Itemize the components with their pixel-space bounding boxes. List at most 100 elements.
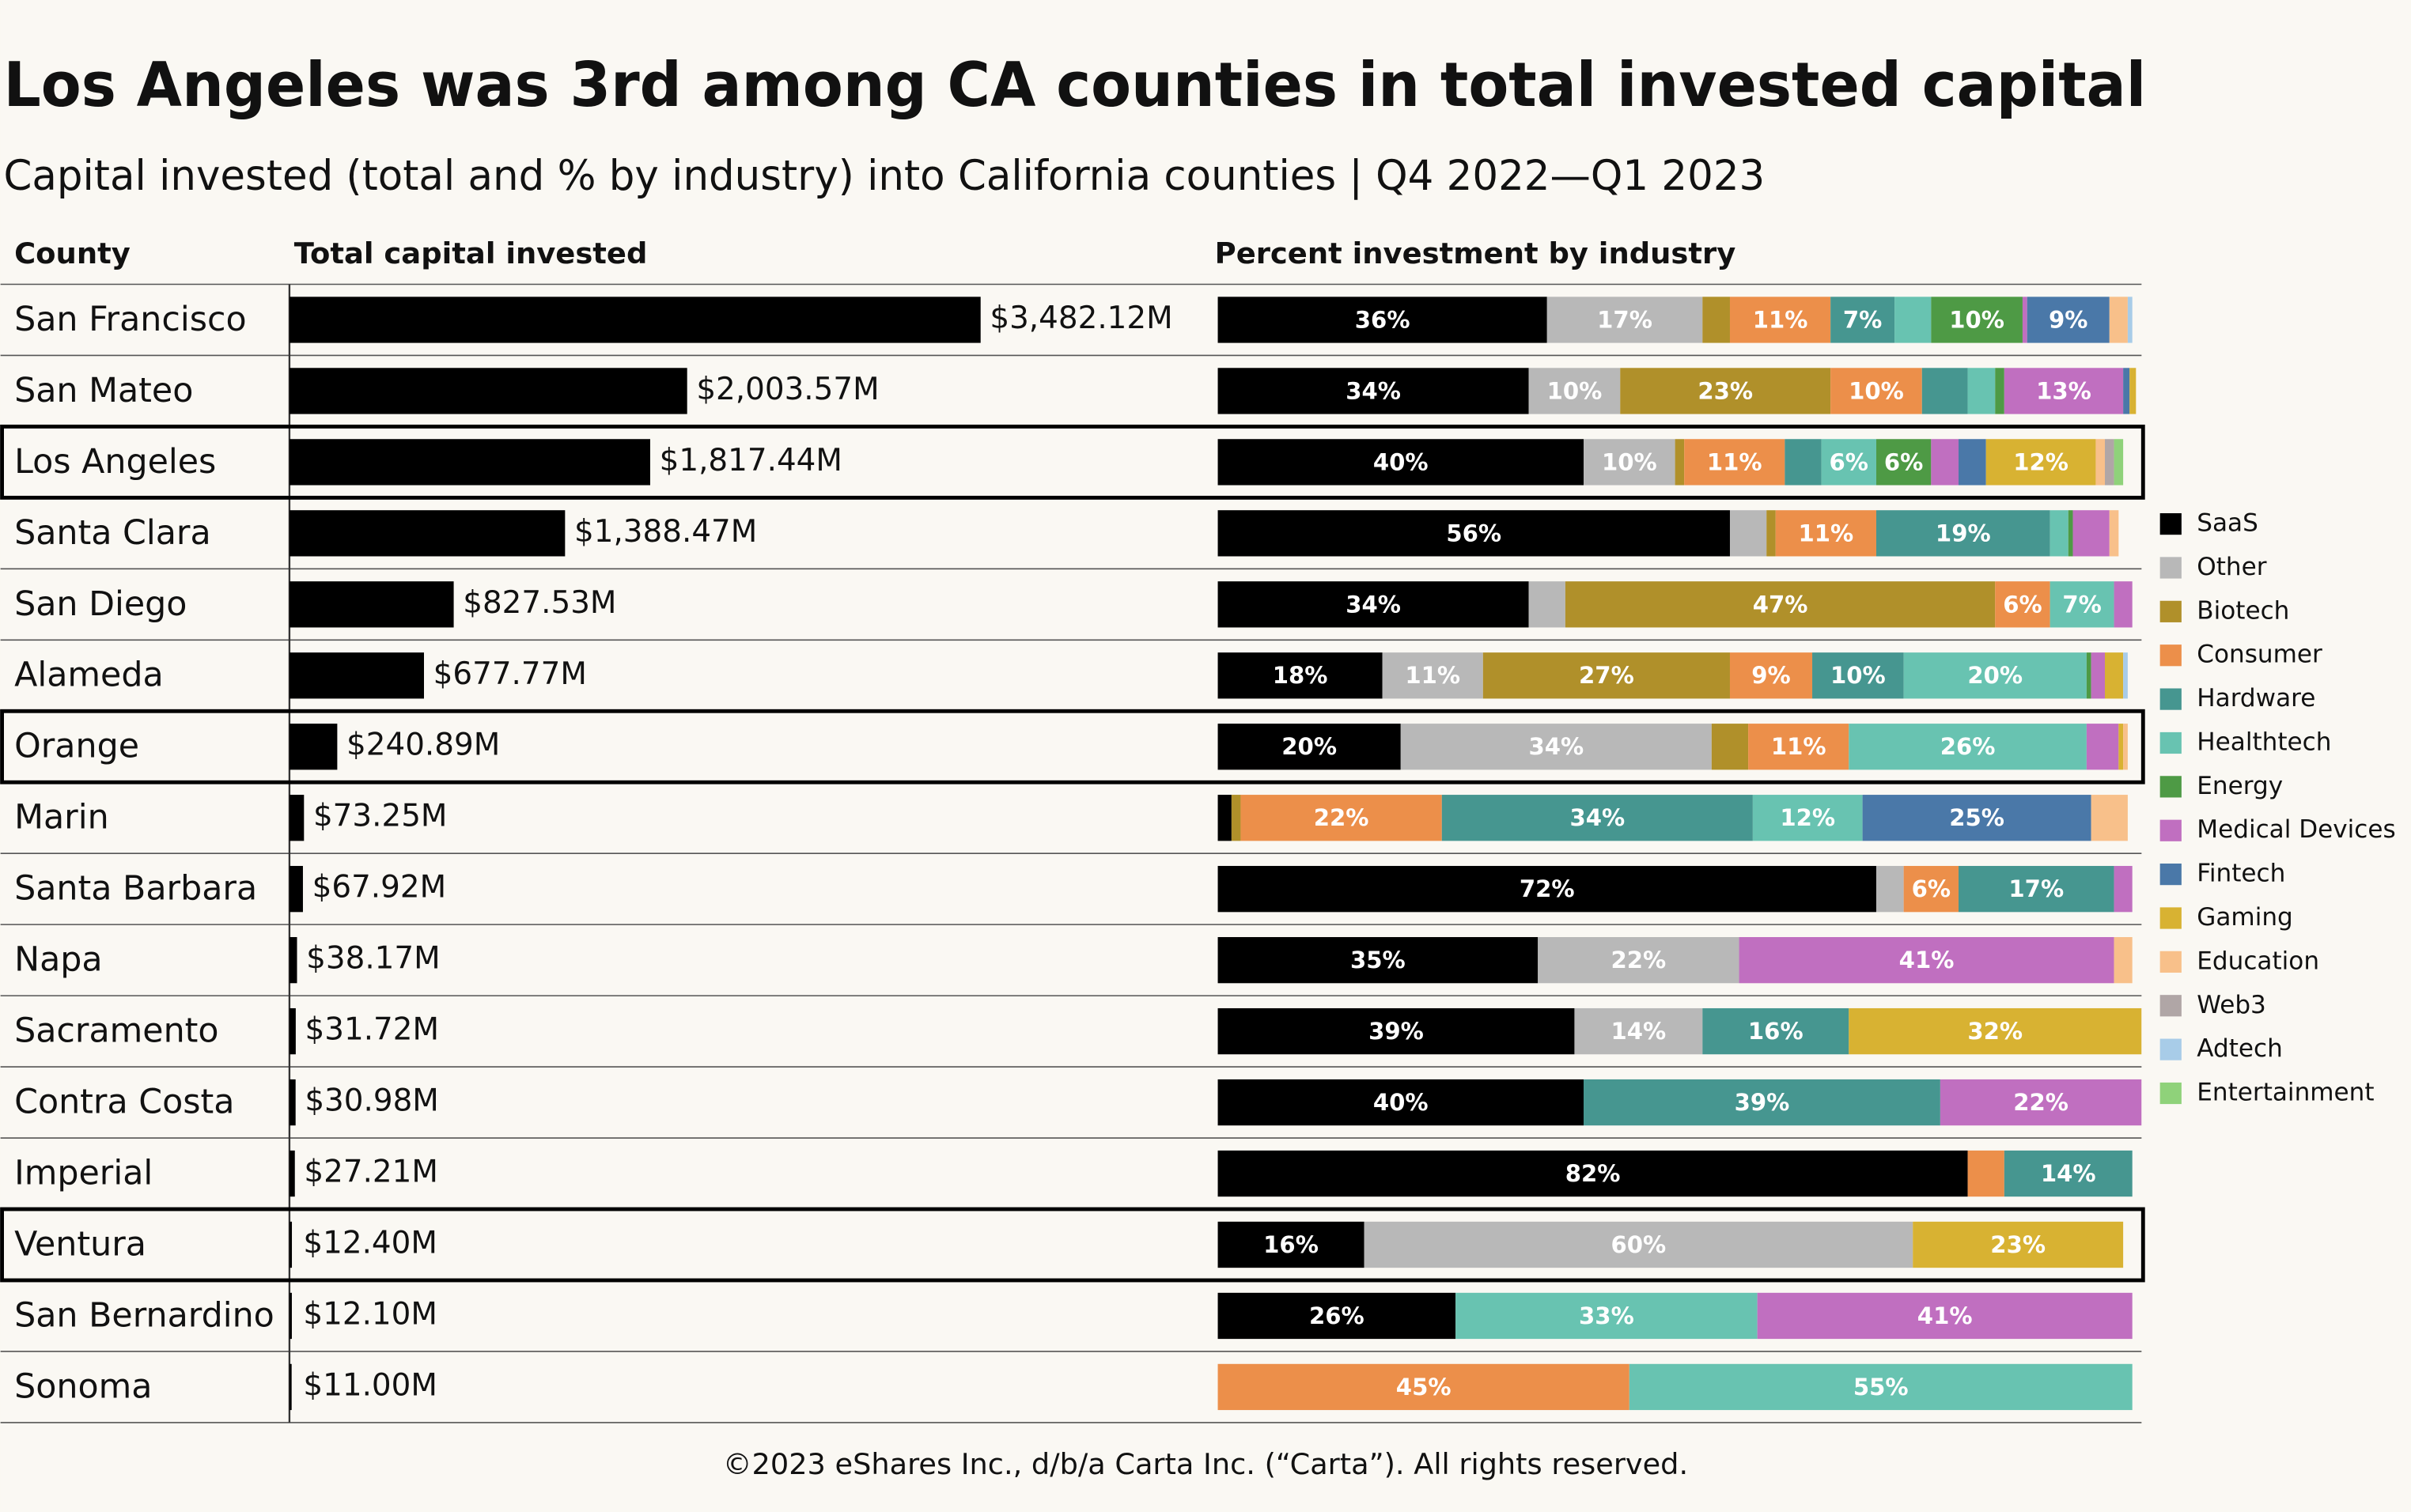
segment — [1729, 510, 1767, 557]
highlight-box — [0, 424, 2145, 500]
value-label: $38.17M — [306, 941, 441, 977]
segment — [1830, 297, 1895, 343]
segment-label: 10% — [1602, 448, 1657, 475]
segment-label: 36% — [1355, 306, 1410, 333]
value-label: $30.98M — [305, 1083, 439, 1119]
segment — [2114, 439, 2124, 486]
segment — [1217, 581, 1529, 628]
segment — [1217, 510, 1730, 557]
legend-label: Entertainment — [2197, 1079, 2374, 1107]
value-label: $73.25M — [313, 799, 448, 834]
segment — [1217, 1007, 1575, 1055]
segment-label: 40% — [1373, 448, 1429, 475]
legend-label: Adtech — [2197, 1034, 2283, 1063]
bar — [289, 795, 305, 841]
value-label: $31.72M — [305, 1012, 440, 1048]
county-label: Orange — [14, 727, 139, 766]
legend-label: Education — [2197, 947, 2319, 975]
segment-label: 34% — [1346, 591, 1401, 618]
legend-swatch — [2159, 995, 2182, 1017]
segment — [2027, 297, 2110, 343]
segment-label: 25% — [1949, 804, 2004, 831]
legend-swatch — [2159, 819, 2182, 841]
segment-label: 20% — [1967, 662, 2023, 689]
segment — [1921, 368, 1968, 414]
county-label: Marin — [14, 798, 109, 837]
county-label: Imperial — [14, 1153, 153, 1193]
segment-label: 10% — [1830, 662, 1886, 689]
segment — [2091, 652, 2105, 699]
segment-label: 56% — [1446, 520, 1501, 546]
segment — [1675, 439, 1685, 486]
highlight-box — [0, 1207, 2145, 1283]
segment-label: 34% — [1569, 804, 1625, 831]
segment — [1217, 368, 1529, 414]
segment — [2109, 510, 2119, 557]
footer: ©2023 eShares Inc., d/b/a Carta Inc. (“C… — [723, 1447, 1688, 1481]
segment-label: 27% — [1579, 662, 1634, 689]
county-label: San Bernardino — [14, 1295, 274, 1335]
segment-label: 10% — [1849, 377, 1904, 404]
bar — [289, 368, 687, 414]
segment — [1574, 1007, 1703, 1055]
legend-swatch — [2159, 907, 2182, 929]
segment — [1538, 936, 1739, 984]
column-header: Percent investment by industry — [1215, 236, 1736, 270]
segment — [2050, 510, 2068, 557]
segment — [2104, 439, 2114, 486]
column-header: Total capital invested — [294, 236, 648, 270]
segment — [1875, 866, 1904, 913]
segment — [1752, 795, 1863, 841]
segment-label: 34% — [1528, 733, 1584, 760]
segment — [2095, 439, 2105, 486]
segment — [2114, 866, 2133, 913]
value-label: $12.10M — [303, 1296, 437, 1332]
county-label: Santa Clara — [14, 513, 211, 553]
legend-swatch — [2159, 731, 2182, 754]
segment — [1240, 795, 1442, 841]
segment — [1528, 581, 1565, 628]
value-label: $3,482.12M — [990, 301, 1172, 336]
segment — [1217, 1221, 1364, 1268]
segment-label: 26% — [1309, 1302, 1364, 1329]
value-label: $27.21M — [304, 1155, 438, 1190]
segment — [1217, 724, 1401, 770]
segment-label: 39% — [1368, 1018, 1424, 1045]
segment — [2068, 510, 2073, 557]
segment — [1565, 581, 1996, 628]
segment — [1995, 581, 2050, 628]
county-label: Los Angeles — [14, 442, 216, 482]
segment — [2091, 795, 2128, 841]
segment-label: 16% — [1748, 1018, 1804, 1045]
bar — [289, 297, 981, 343]
chart-subtitle: Capital invested (total and % by industr… — [4, 152, 1766, 200]
segment-label: 11% — [1753, 306, 1808, 333]
legend-swatch — [2159, 1038, 2182, 1060]
segment-label: 17% — [1597, 306, 1652, 333]
segment — [1702, 1007, 1849, 1055]
segment — [1231, 795, 1241, 841]
segment — [2086, 652, 2091, 699]
segment-label: 11% — [1405, 662, 1460, 689]
legend-swatch — [2159, 557, 2182, 579]
segment-label: 7% — [2062, 591, 2101, 618]
value-label: $67.92M — [312, 870, 446, 905]
segment-label: 16% — [1263, 1231, 1319, 1258]
segment — [1739, 936, 2114, 984]
segment-label: 7% — [1843, 306, 1882, 333]
segment — [1894, 297, 1932, 343]
county-label: San Mateo — [14, 371, 193, 410]
bar — [289, 724, 338, 770]
segment — [1711, 724, 1749, 770]
segment-label: 39% — [1735, 1089, 1790, 1116]
segment-label: 34% — [1346, 377, 1401, 404]
segment — [2118, 724, 2124, 770]
legend-swatch — [2159, 644, 2182, 667]
segment-label: 12% — [2013, 448, 2068, 475]
value-label: $11.00M — [303, 1367, 437, 1403]
legend-swatch — [2159, 1082, 2182, 1105]
segment-label: 10% — [1547, 377, 1603, 404]
segment — [2104, 652, 2124, 699]
segment — [1995, 368, 2004, 414]
segment-label: 12% — [1780, 804, 1835, 831]
